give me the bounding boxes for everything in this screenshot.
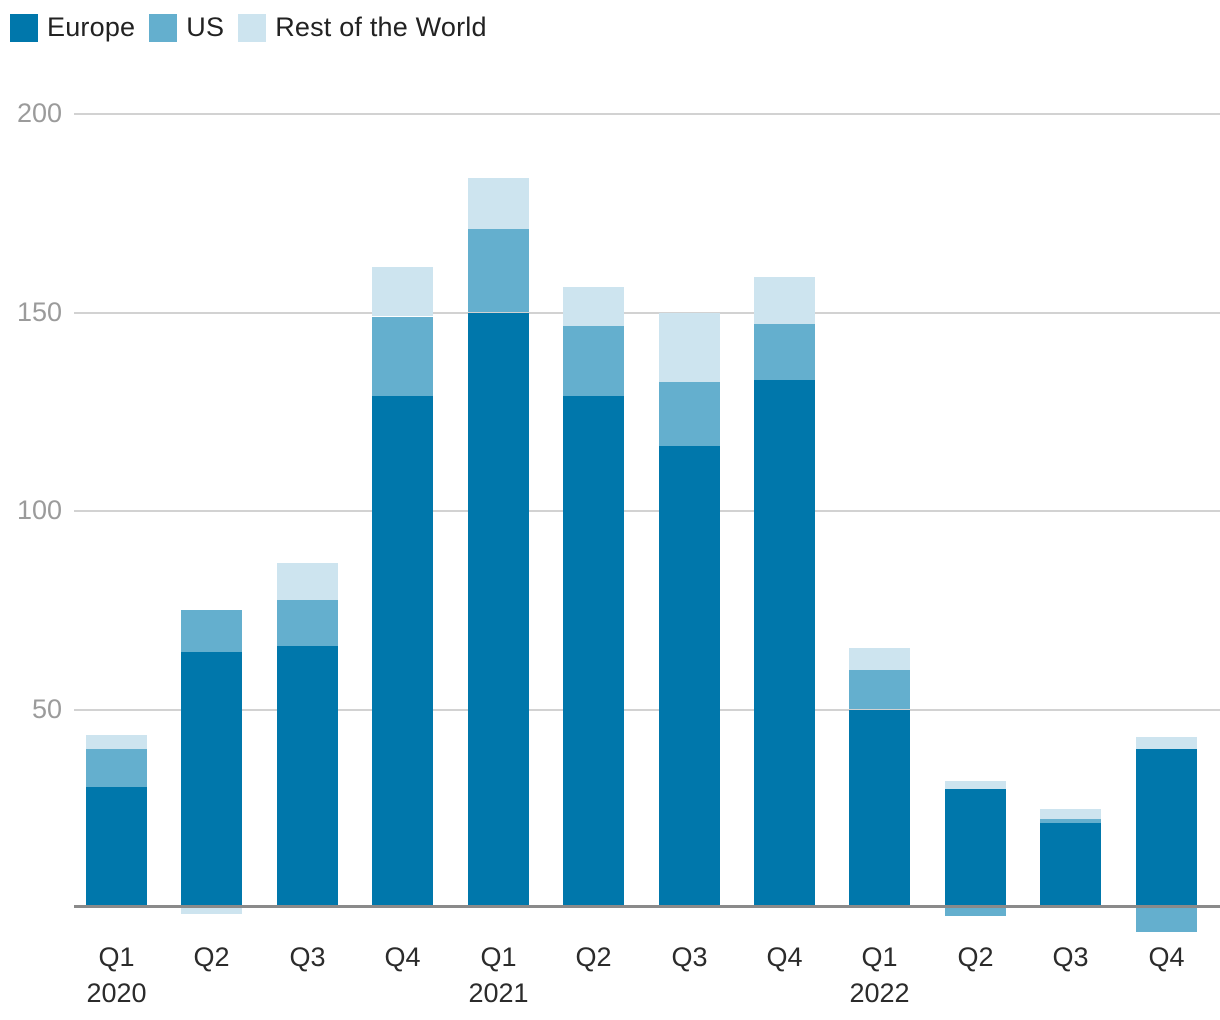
x-tick-label-q4-2022: Q4 — [1148, 942, 1185, 972]
bar-segment-rest-of-the-world-q3-2022 — [1040, 808, 1101, 819]
x-tick-label-q2-2021: Q2 — [575, 942, 612, 972]
legend-item-rest-of-the-world: Rest of the World — [238, 12, 487, 43]
bar-segment-us-q4-2022 — [1136, 908, 1197, 932]
year-label-2020: 2020 — [86, 978, 147, 1008]
bar-segment-us-q1-2022 — [849, 669, 910, 710]
y-tick-label-100: 100 — [16, 495, 62, 525]
bar-segment-europe-q2-2021 — [563, 395, 624, 908]
x-tick-label-q1-2022: Q1 — [861, 942, 898, 972]
y-gridline-150 — [74, 312, 1220, 314]
legend-swatch — [238, 13, 267, 42]
bar-segment-us-q4-2021 — [754, 324, 815, 380]
bar-segment-europe-q2-2022 — [945, 788, 1006, 908]
x-tick-label-q1-2020: Q1 — [98, 942, 135, 972]
chart-legend: Europe US Rest of the World — [10, 12, 487, 43]
y-gridline-100 — [74, 510, 1220, 512]
bar-segment-us-q2-2021 — [563, 326, 624, 396]
legend-label: Rest of the World — [275, 12, 487, 42]
bar-segment-rest-of-the-world-q1-2021 — [468, 177, 529, 230]
bar-segment-europe-q4-2022 — [1136, 749, 1197, 908]
bar-segment-europe-q4-2020 — [372, 395, 433, 908]
y-tick-label-200: 200 — [16, 98, 62, 128]
y-gridline-50 — [74, 709, 1220, 711]
bar-segment-us-q1-2020 — [86, 749, 147, 787]
legend-label: US — [186, 12, 225, 42]
bar-segment-europe-q3-2022 — [1040, 822, 1101, 908]
bar-segment-europe-q1-2022 — [849, 709, 910, 908]
x-axis-baseline — [74, 905, 1220, 908]
x-tick-label-q3-2020: Q3 — [289, 942, 326, 972]
bar-segment-rest-of-the-world-q3-2021 — [659, 312, 720, 382]
bar-segment-europe-q2-2020 — [181, 651, 242, 908]
x-tick-label-q4-2021: Q4 — [766, 942, 803, 972]
legend-item-europe: Europe — [10, 12, 135, 43]
bar-segment-rest-of-the-world-q2-2020 — [181, 908, 242, 914]
bar-segment-us-q2-2022 — [945, 908, 1006, 916]
legend-label: Europe — [47, 12, 136, 42]
bar-segment-rest-of-the-world-q2-2021 — [563, 286, 624, 327]
x-tick-label-q3-2021: Q3 — [671, 942, 708, 972]
x-tick-label-q1-2021: Q1 — [480, 942, 517, 972]
legend-swatch — [149, 13, 178, 42]
legend-swatch — [10, 13, 38, 42]
bar-segment-europe-q1-2021 — [468, 312, 529, 908]
x-tick-label-q3-2022: Q3 — [1052, 942, 1089, 972]
legend-item-us: US — [149, 12, 224, 43]
year-label-2021: 2021 — [468, 978, 529, 1008]
bar-segment-rest-of-the-world-q2-2022 — [945, 781, 1006, 789]
bar-segment-us-q2-2020 — [181, 610, 242, 652]
bar-segment-us-q4-2020 — [372, 316, 433, 396]
bar-segment-rest-of-the-world-q1-2022 — [849, 648, 910, 670]
bar-segment-rest-of-the-world-q4-2021 — [754, 276, 815, 325]
y-tick-label-50: 50 — [31, 694, 62, 724]
bar-segment-europe-q1-2020 — [86, 786, 147, 908]
bar-segment-europe-q4-2021 — [754, 380, 815, 908]
bar-segment-us-q3-2021 — [659, 382, 720, 446]
bar-segment-europe-q3-2021 — [659, 445, 720, 908]
bar-segment-rest-of-the-world-q4-2022 — [1136, 737, 1197, 750]
y-tick-label-150: 150 — [16, 297, 62, 327]
bar-segment-us-q1-2021 — [468, 229, 529, 313]
bar-segment-rest-of-the-world-q1-2020 — [86, 735, 147, 750]
x-tick-label-q2-2020: Q2 — [193, 942, 230, 972]
bar-segment-us-q3-2020 — [277, 600, 338, 646]
year-label-2022: 2022 — [849, 978, 910, 1008]
bar-segment-rest-of-the-world-q3-2020 — [277, 562, 338, 601]
bar-segment-rest-of-the-world-q4-2020 — [372, 266, 433, 317]
bar-segment-us-q3-2022 — [1040, 818, 1101, 823]
bar-segment-europe-q3-2020 — [277, 646, 338, 908]
x-tick-label-q4-2020: Q4 — [384, 942, 421, 972]
x-tick-label-q2-2022: Q2 — [957, 942, 994, 972]
y-gridline-200 — [74, 113, 1220, 115]
